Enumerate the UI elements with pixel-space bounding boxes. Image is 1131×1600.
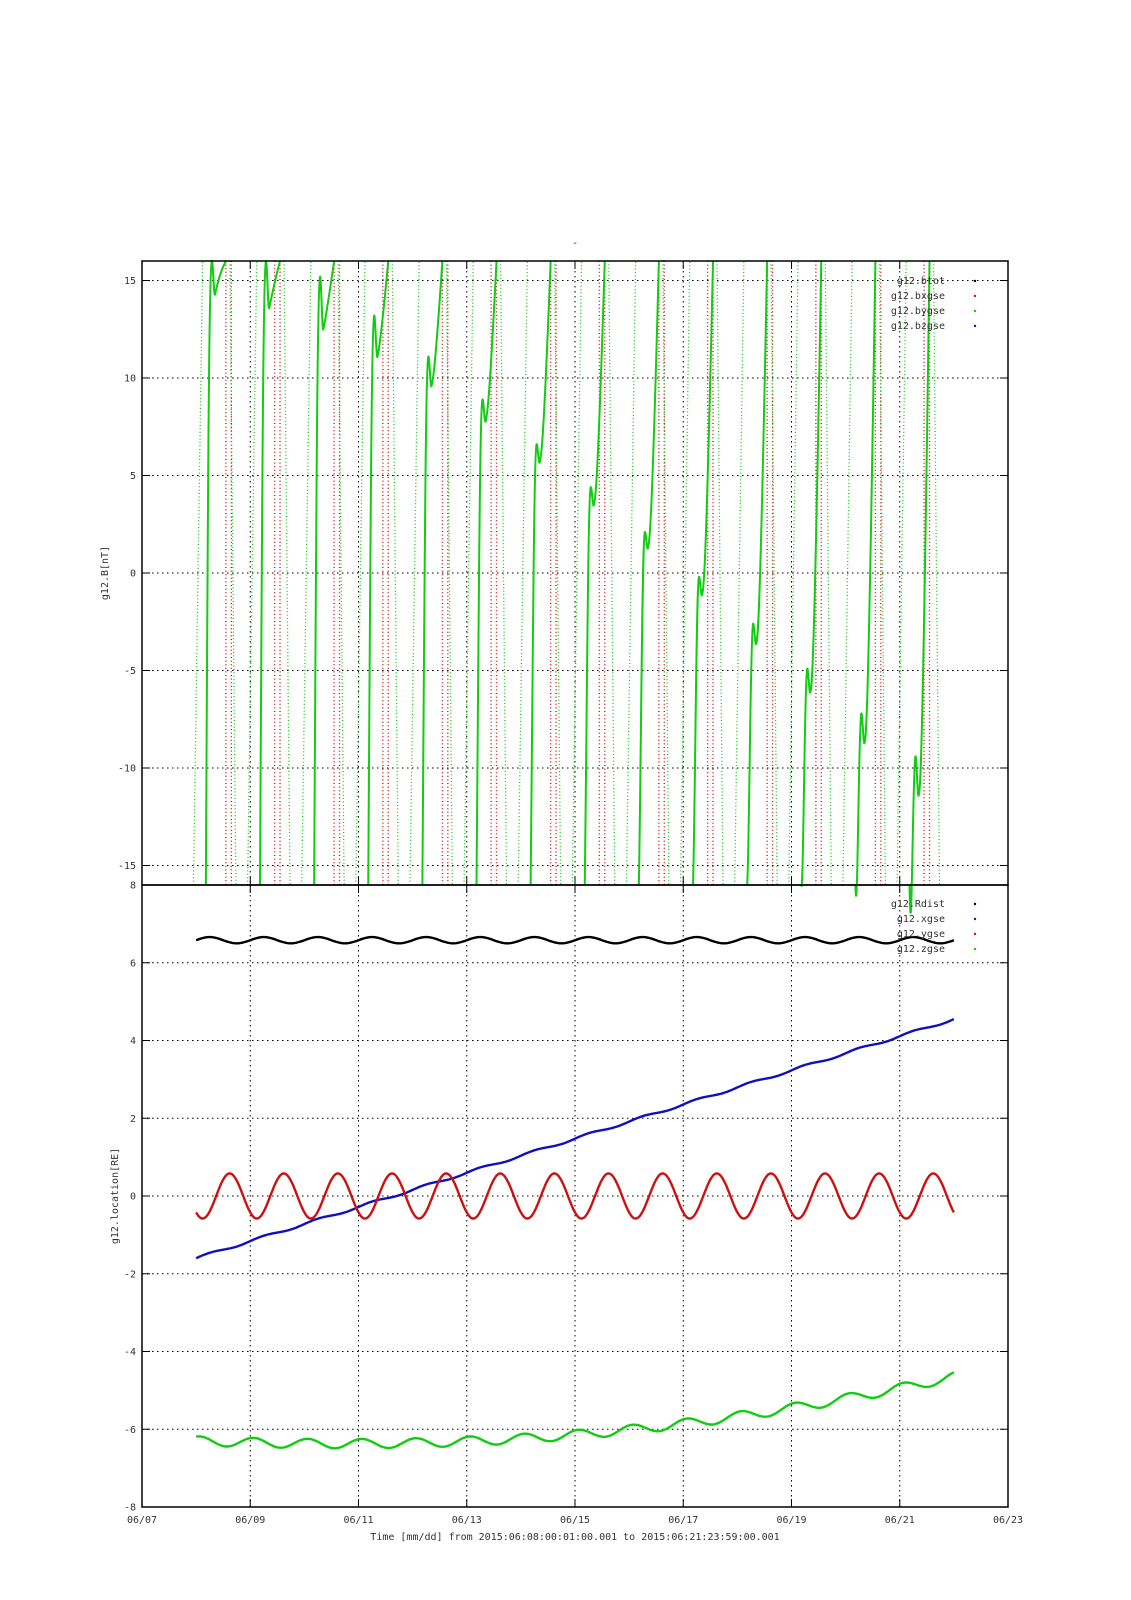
location-grid [142, 885, 1008, 1507]
legend-marker [973, 932, 977, 936]
x-tick-label: 06/17 [668, 1515, 698, 1526]
legend-label: g12.bygse [891, 306, 945, 317]
bygse-line [854, 260, 877, 897]
legend-label: g12.bxgse [891, 291, 945, 302]
legend-label: g12.zgse [897, 944, 945, 955]
legend-marker [973, 309, 977, 313]
y-tick-label: -5 [124, 666, 136, 677]
magnetic-field-grid [142, 261, 1008, 885]
bygse-line [583, 260, 606, 886]
y-tick-label: 6 [130, 958, 136, 969]
bygse-line [800, 260, 823, 887]
y-tick-label: -6 [124, 1425, 136, 1436]
x-tick-label: 06/11 [343, 1515, 373, 1526]
y-tick-label: -15 [118, 861, 136, 872]
bygse-line [367, 260, 390, 886]
y-tick-label: 4 [130, 1036, 136, 1047]
legend-label: g12.xgse [897, 914, 945, 925]
magnetic-field-series [192, 259, 941, 914]
y-tick-label: 15 [124, 276, 136, 287]
bygse-line [313, 260, 336, 886]
bygse-line [529, 260, 552, 886]
top-mark: - [572, 238, 578, 249]
legend-marker [973, 947, 977, 951]
legend-label: g12.btot [897, 276, 945, 287]
y-tick-label: -2 [124, 1269, 136, 1280]
x-tick-label: 06/23 [993, 1515, 1023, 1526]
bygse-line [475, 260, 498, 886]
y-tick-label: 2 [130, 1114, 136, 1125]
magnetic-field-panel: -15 -10 -5 0 5 10 15 g12.B[nT] g12.btot g12.bxg… [100, 259, 1009, 914]
legend-marker [973, 324, 977, 328]
legend-marker [973, 902, 977, 906]
legend-label: g12.Rdist [891, 899, 945, 910]
magnetic-field-legend: g12.btot g12.bxgse g12.bygse g12.bzgse [891, 276, 977, 332]
y-tick-label: 10 [124, 374, 136, 385]
y-tick-label: 0 [130, 1192, 136, 1203]
bygse-line [691, 260, 715, 886]
legend-label: g12.bzgse [891, 321, 945, 332]
bygse-line [746, 260, 769, 886]
x-tick-label: 06/13 [452, 1515, 482, 1526]
location-series [195, 935, 955, 1450]
ygse-line [195, 1172, 955, 1220]
zgse-line [195, 1371, 955, 1450]
bygse-line [421, 260, 444, 886]
rdist-line [195, 935, 955, 945]
legend-marker [973, 294, 977, 298]
y-tick-label: -10 [118, 764, 136, 775]
location-ylabel: g12.location[RE] [110, 1148, 121, 1244]
location-legend: g12.Rdist g12.xgse g12.ygse g12.zgse [891, 899, 977, 955]
y-tick-label: 0 [130, 569, 136, 580]
location-xlabel: Time [mm/dd] from 2015:06:08:00:01:00.00… [370, 1532, 779, 1543]
y-tick-label: 5 [130, 471, 136, 482]
magnetic-field-ticks: -15 -10 -5 0 5 10 15 [118, 261, 1009, 885]
legend-marker [973, 279, 977, 283]
bygse-line [908, 260, 931, 914]
location-ticks: -8 -6 -4 -2 0 2 4 6 8 06/07 06/09 06/11 06/13 06/15 06… [124, 881, 1023, 1527]
bygse-line [637, 260, 660, 886]
y-tick-label: -4 [124, 1347, 136, 1358]
y-tick-label: 8 [130, 881, 136, 892]
bygse-line [258, 259, 281, 886]
x-tick-label: 06/21 [885, 1515, 915, 1526]
bygse-line [204, 259, 227, 886]
legend-marker [973, 917, 977, 921]
legend-label: g12.ygse [897, 929, 945, 940]
x-tick-label: 06/15 [560, 1515, 590, 1526]
magnetic-field-ylabel: g12.B[nT] [100, 546, 111, 600]
location-panel: -8 -6 -4 -2 0 2 4 6 8 06/07 06/09 06/11 06/13 06/15 06… [110, 881, 1023, 1544]
x-tick-label: 06/19 [776, 1515, 806, 1526]
x-tick-label: 06/09 [235, 1515, 265, 1526]
location-frame [141, 884, 1009, 1508]
y-tick-label: -8 [124, 1503, 136, 1514]
x-tick-label: 06/07 [127, 1515, 157, 1526]
xgse-line [195, 1017, 955, 1260]
